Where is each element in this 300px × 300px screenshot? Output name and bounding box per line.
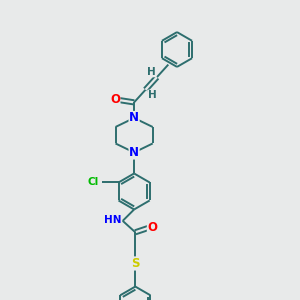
Text: N: N: [129, 146, 139, 159]
Text: H: H: [148, 90, 157, 100]
Text: HN: HN: [104, 215, 121, 225]
Text: O: O: [147, 221, 158, 234]
Text: Cl: Cl: [87, 178, 98, 188]
Text: O: O: [110, 94, 120, 106]
Text: S: S: [131, 257, 140, 270]
Text: H: H: [147, 67, 156, 77]
Text: N: N: [129, 112, 139, 124]
